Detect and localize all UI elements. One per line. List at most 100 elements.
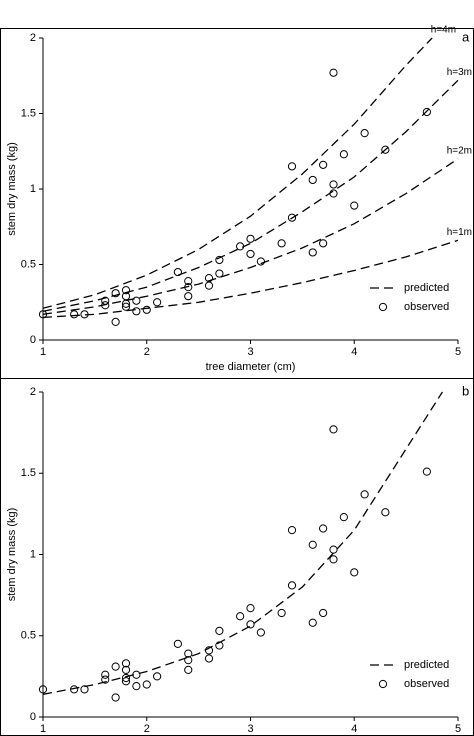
observed-point bbox=[204, 281, 214, 290]
observed-point bbox=[121, 286, 131, 295]
y-tick-label: 1.5 bbox=[21, 467, 36, 479]
observed-point bbox=[236, 242, 245, 251]
y-tick-label: 2 bbox=[30, 386, 36, 398]
observed-point bbox=[184, 656, 193, 665]
observed-point bbox=[287, 581, 297, 590]
observed-point bbox=[121, 677, 131, 686]
y-tick-label: 2 bbox=[30, 32, 36, 44]
observed-point bbox=[111, 662, 120, 671]
observed-point bbox=[329, 180, 338, 189]
observed-point bbox=[246, 234, 255, 243]
observed-point bbox=[319, 524, 328, 533]
predicted-curve bbox=[42, 37, 433, 309]
observed-point bbox=[350, 201, 359, 210]
observed-point bbox=[381, 508, 390, 517]
observed-point bbox=[287, 162, 297, 171]
legend-label: observed bbox=[404, 301, 449, 313]
x-tick-label: 4 bbox=[351, 346, 357, 358]
observed-point bbox=[173, 639, 182, 648]
observed-point bbox=[184, 665, 193, 674]
observed-point bbox=[184, 277, 193, 286]
predicted-curve bbox=[42, 391, 443, 695]
legend-label: predicted bbox=[404, 659, 449, 671]
observed-point bbox=[308, 175, 317, 185]
observed-point bbox=[132, 670, 141, 679]
x-tick-label: 3 bbox=[247, 346, 253, 358]
y-axis-label: stem dry mass (kg) bbox=[6, 508, 18, 602]
observed-point bbox=[308, 540, 317, 549]
observed-point bbox=[329, 68, 338, 77]
observed-point bbox=[350, 568, 359, 577]
y-axis-label: stem dry mass (kg) bbox=[6, 142, 18, 236]
observed-point bbox=[308, 618, 317, 627]
observed-point bbox=[422, 467, 431, 476]
observed-point bbox=[215, 641, 224, 650]
observed-point bbox=[142, 305, 151, 314]
observed-point bbox=[329, 555, 338, 564]
observed-point bbox=[329, 425, 338, 434]
observed-point bbox=[287, 213, 297, 222]
panel-label: b bbox=[462, 383, 469, 398]
y-tick-label: 1.5 bbox=[21, 107, 36, 119]
observed-point bbox=[246, 249, 255, 259]
observed-point bbox=[215, 269, 224, 278]
y-tick-label: 0.5 bbox=[21, 258, 36, 270]
predicted-curve bbox=[42, 239, 459, 319]
y-tick-label: 0 bbox=[30, 334, 36, 346]
observed-point bbox=[121, 299, 131, 308]
observed-point bbox=[173, 267, 182, 277]
observed-point bbox=[360, 490, 369, 499]
panel-frame bbox=[0, 378, 474, 736]
observed-point bbox=[80, 685, 89, 694]
observed-point bbox=[101, 301, 110, 310]
x-axis-label: tree diameter (cm) bbox=[206, 361, 296, 373]
observed-point bbox=[101, 670, 110, 679]
observed-point bbox=[101, 675, 110, 684]
observed-point bbox=[132, 682, 141, 691]
observed-point bbox=[132, 307, 141, 316]
x-tick-label: 5 bbox=[455, 723, 461, 735]
observed-point bbox=[236, 612, 245, 621]
observed-point bbox=[70, 685, 79, 694]
observed-point bbox=[215, 626, 224, 635]
observed-point bbox=[329, 545, 338, 554]
observed-point bbox=[215, 255, 224, 265]
curve-label: h=2m bbox=[447, 145, 472, 156]
panel-label: a bbox=[462, 29, 470, 44]
observed-point bbox=[121, 302, 131, 311]
observed-point bbox=[111, 289, 120, 298]
observed-point bbox=[339, 150, 348, 159]
observed-point bbox=[132, 296, 141, 305]
observed-point bbox=[38, 685, 48, 694]
observed-point bbox=[256, 628, 265, 637]
legend-label: predicted bbox=[404, 282, 449, 294]
observed-point bbox=[204, 654, 214, 663]
x-tick-label: 2 bbox=[144, 346, 150, 358]
observed-point bbox=[287, 526, 297, 535]
curve-label: h=3m bbox=[447, 67, 472, 78]
observed-point bbox=[246, 620, 255, 629]
observed-point bbox=[121, 673, 131, 683]
observed-point bbox=[308, 248, 317, 257]
observed-point bbox=[121, 665, 131, 674]
observed-point bbox=[121, 659, 131, 668]
curve-label: h=1m bbox=[447, 227, 472, 238]
curve-label: h=4m bbox=[431, 25, 456, 36]
observed-point bbox=[246, 604, 255, 613]
observed-point bbox=[153, 672, 162, 681]
x-tick-label: 3 bbox=[247, 723, 253, 735]
observed-point bbox=[360, 129, 369, 138]
panel-frame bbox=[0, 28, 474, 379]
observed-point bbox=[101, 296, 110, 305]
predicted-curve bbox=[42, 79, 459, 312]
observed-point bbox=[422, 107, 431, 117]
observed-point bbox=[184, 283, 193, 292]
x-tick-label: 1 bbox=[40, 723, 46, 735]
observed-point bbox=[319, 160, 328, 169]
legend-marker bbox=[378, 302, 388, 312]
observed-point bbox=[256, 257, 265, 266]
observed-point bbox=[111, 693, 120, 702]
observed-point bbox=[70, 310, 79, 319]
observed-point bbox=[184, 292, 193, 301]
